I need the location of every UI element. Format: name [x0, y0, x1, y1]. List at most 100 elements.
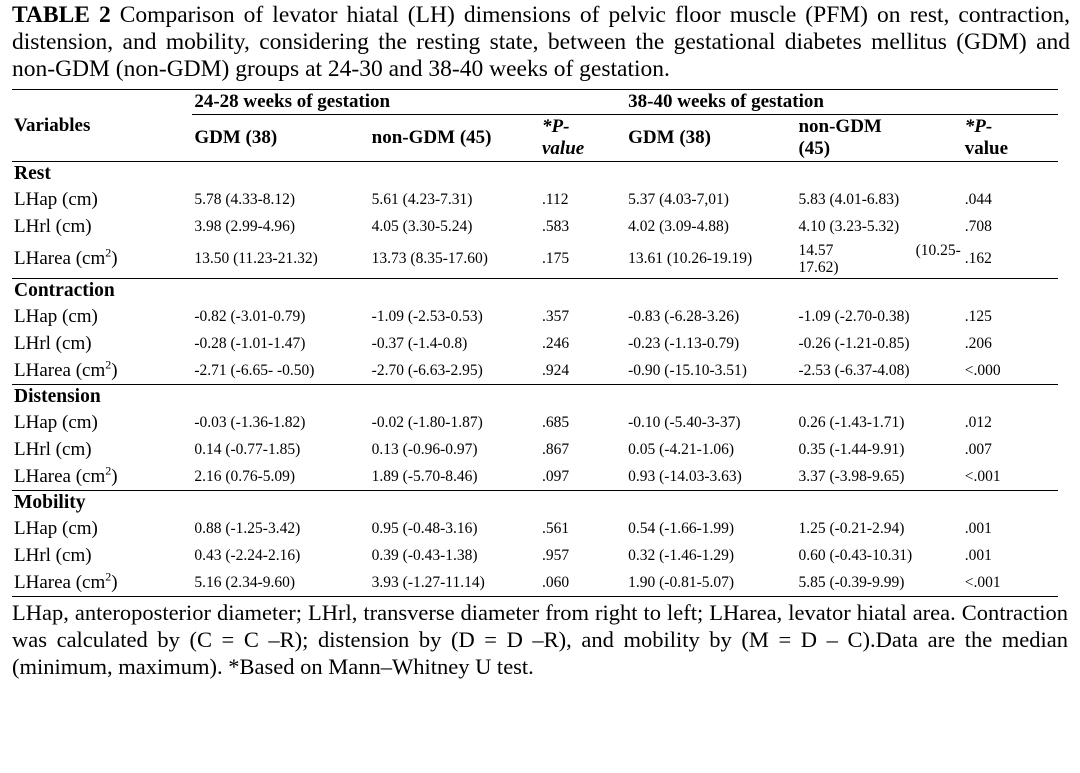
pvalue-1-cell: .957	[541, 546, 570, 564]
table-row: LHrl (cm) 0.43 (-2.24-2.16) 0.39 (-0.43-1.…	[12, 542, 1058, 569]
nongdm-2-cell: -0.26 (-1.21-0.85)	[798, 334, 910, 352]
variable-cell: LHarea (cm2)	[12, 357, 193, 385]
gdm-2-cell: 13.61 (10.26-19.19)	[626, 240, 797, 279]
table-row: LHarea (cm2) 13.50 (11.23-21.32) 13.73 (8.…	[12, 240, 1058, 279]
table-footnote: LHap, anteroposterior diameter; LHrl, tr…	[12, 600, 1068, 679]
table-row: LHrl (cm) 3.98 (2.99-4.96) 4.05 (3.30-5.24…	[12, 213, 1058, 240]
section-row: Contraction	[12, 279, 1058, 304]
variable-cell: LHap (cm)	[14, 411, 98, 433]
pvalue-1-cell: .583	[541, 217, 570, 235]
nongdm-2-cell: 4.10 (3.23-5.32)	[798, 217, 900, 235]
gdm-2-cell: 0.54 (-1.66-1.99)	[628, 519, 735, 537]
gdm-2-cell: 4.02 (3.09-4.88)	[628, 217, 729, 235]
table-row: LHrl (cm) 0.14 (-0.77-1.85) 0.13 (-0.96-0.…	[12, 436, 1058, 463]
gdm-2-cell: -0.83 (-6.28-3.26)	[628, 307, 740, 325]
nongdm-2-cell: 1.25 (-0.21-2.94)	[798, 519, 905, 537]
pvalue-1-cell: .097	[539, 463, 627, 491]
pvalue-2-cell: <.001	[962, 463, 1058, 491]
variable-cell: LHrl (cm)	[14, 332, 92, 354]
gdm-2-cell: 0.32 (-1.46-1.29)	[628, 546, 735, 564]
gdm-1-cell: 0.43 (-2.24-2.16)	[194, 546, 301, 564]
section-title: Distension	[14, 386, 101, 407]
header-row-periods: Variables 24-28 weeks of gestation 38-40…	[12, 89, 1058, 162]
gdm-2-cell: 5.37 (4.03-7,01)	[628, 190, 729, 208]
header-gdm-2: GDM (38)	[626, 114, 797, 162]
nongdm-1-cell: 0.95 (-0.48-3.16)	[371, 519, 478, 537]
gdm-1-cell: 3.98 (2.99-4.96)	[194, 217, 296, 235]
variable-cell: LHrl (cm)	[14, 438, 92, 460]
nongdm-1-cell: 3.93 (-1.27-11.14)	[369, 569, 540, 597]
nongdm-2-cell: 14.57 (10.25- 17.62)	[796, 240, 963, 279]
nongdm-2-cell: 3.37 (-3.98-9.65)	[796, 463, 963, 491]
nongdm-1-cell: -1.09 (-2.53-0.53)	[371, 307, 483, 325]
table-row: LHap (cm) -0.82 (-3.01-0.79) -1.09 (-2.53-…	[12, 303, 1058, 330]
pvalue-2-cell: .206	[964, 334, 992, 352]
data-table: Variables 24-28 weeks of gestation 38-40…	[12, 89, 1058, 597]
header-nongdm-1: non-GDM (45)	[369, 114, 540, 162]
gdm-2-cell: 0.05 (-4.21-1.06)	[628, 440, 735, 458]
nongdm-2-cell: -2.53 (-6.37-4.08)	[796, 357, 963, 385]
table-row: LHap (cm) 5.78 (4.33-8.12) 5.61 (4.23-7.31…	[12, 186, 1058, 213]
nongdm-1-cell: -0.37 (-1.4-0.8)	[371, 334, 468, 352]
pvalue-1-cell: .246	[541, 334, 570, 352]
nongdm-1-cell: 5.61 (4.23-7.31)	[371, 190, 473, 208]
gdm-1-cell: 5.78 (4.33-8.12)	[194, 190, 296, 208]
pvalue-2-cell: .162	[962, 240, 1058, 279]
table-label: TABLE 2	[12, 2, 111, 28]
pvalue-1-cell: .924	[539, 357, 627, 385]
section-row: Distension	[12, 385, 1058, 410]
variable-cell: LHap (cm)	[14, 305, 98, 327]
gdm-1-cell: -0.82 (-3.01-0.79)	[194, 307, 306, 325]
table-row: LHap (cm) 0.88 (-1.25-3.42) 0.95 (-0.48-3.…	[12, 515, 1058, 542]
header-pvalue-1: *P-value	[539, 114, 627, 162]
variable-cell: LHarea (cm2)	[12, 569, 193, 597]
nongdm-1-cell: 0.13 (-0.96-0.97)	[371, 440, 478, 458]
nongdm-2-cell: 5.83 (4.01-6.83)	[798, 190, 900, 208]
nongdm-1-cell: 1.89 (-5.70-8.46)	[369, 463, 540, 491]
table-row: LHarea (cm2) 2.16 (0.76-5.09) 1.89 (-5.70-…	[12, 463, 1058, 491]
table-row: LHap (cm) -0.03 (-1.36-1.82) -0.02 (-1.80-…	[12, 409, 1058, 436]
gdm-2-cell: 1.90 (-0.81-5.07)	[626, 569, 797, 597]
caption-text: Comparison of levator hiatal (LH) dimens…	[12, 2, 1070, 82]
header-nongdm-2: non-GDM (45)	[796, 114, 963, 162]
pvalue-2-cell: .007	[964, 440, 992, 458]
nongdm-1-cell: -0.02 (-1.80-1.87)	[371, 413, 483, 431]
section-title: Mobility	[14, 492, 86, 513]
header-period-24-28: 24-28 weeks of gestation	[192, 89, 627, 115]
table-row: LHarea (cm2) 5.16 (2.34-9.60) 3.93 (-1.27-…	[12, 569, 1058, 597]
pvalue-2-cell: .044	[964, 190, 992, 208]
nongdm-2-cell: 5.85 (-0.39-9.99)	[796, 569, 963, 597]
section-title: Rest	[14, 163, 51, 184]
nongdm-1-cell: 0.39 (-0.43-1.38)	[371, 546, 478, 564]
pvalue-1-cell: .867	[541, 440, 570, 458]
pvalue-1-cell: .060	[539, 569, 627, 597]
header-period-38-40: 38-40 weeks of gestation	[626, 89, 1058, 115]
header-variables: Variables	[12, 89, 193, 162]
variable-cell: LHrl (cm)	[14, 215, 92, 237]
section-row: Rest	[12, 162, 1058, 187]
nongdm-1-cell: 13.73 (8.35-17.60)	[369, 240, 540, 279]
section-row: Mobility	[12, 491, 1058, 516]
nongdm-1-cell: -2.70 (-6.63-2.95)	[369, 357, 540, 385]
pvalue-1-cell: .112	[541, 190, 569, 208]
pvalue-2-cell: .012	[964, 413, 992, 431]
gdm-2-cell: -0.10 (-5.40-3-37)	[628, 413, 741, 431]
table-row: LHarea (cm2) -2.71 (-6.65- -0.50) -2.70 (-…	[12, 357, 1058, 385]
gdm-1-cell: 0.88 (-1.25-3.42)	[194, 519, 301, 537]
nongdm-2-cell: 0.35 (-1.44-9.91)	[798, 440, 905, 458]
nongdm-2-cell: 0.26 (-1.43-1.71)	[798, 413, 905, 431]
variable-cell: LHrl (cm)	[14, 544, 92, 566]
gdm-2-cell: -0.90 (-15.10-3.51)	[626, 357, 797, 385]
gdm-1-cell: -0.28 (-1.01-1.47)	[194, 334, 306, 352]
gdm-1-cell: 5.16 (2.34-9.60)	[192, 569, 370, 597]
nongdm-2-cell: -1.09 (-2.70-0.38)	[798, 307, 910, 325]
gdm-1-cell: -2.71 (-6.65- -0.50)	[192, 357, 370, 385]
table-caption: TABLE 2 Comparison of levator hiatal (LH…	[12, 2, 1070, 83]
pvalue-1-cell: .685	[541, 413, 570, 431]
pvalue-2-cell: <.000	[962, 357, 1058, 385]
page: TABLE 2 Comparison of levator hiatal (LH…	[12, 2, 1070, 680]
header-gdm-1: GDM (38)	[192, 114, 370, 162]
nongdm-1-cell: 4.05 (3.30-5.24)	[371, 217, 473, 235]
gdm-1-cell: -0.03 (-1.36-1.82)	[194, 413, 306, 431]
header-pvalue-2: *P-value	[962, 114, 1058, 162]
